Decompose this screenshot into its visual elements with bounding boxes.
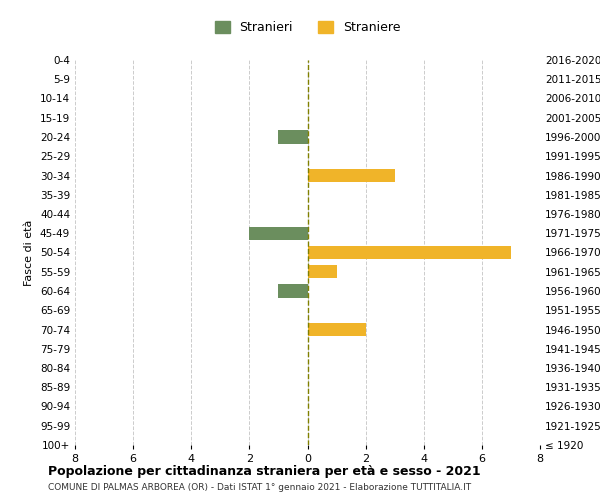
Bar (308, 169, 395, 182)
Bar (250, 226, 308, 240)
Text: COMUNE DI PALMAS ARBOREA (OR) - Dati ISTAT 1° gennaio 2021 - Elaborazione TUTTIT: COMUNE DI PALMAS ARBOREA (OR) - Dati IST… (48, 482, 471, 492)
Bar (278, 284, 308, 298)
Legend: Stranieri, Straniere: Stranieri, Straniere (209, 16, 406, 39)
Bar (278, 130, 308, 143)
Text: Popolazione per cittadinanza straniera per età e sesso - 2021: Popolazione per cittadinanza straniera p… (48, 465, 481, 478)
Bar (308, 323, 365, 336)
Y-axis label: Fasce di età: Fasce di età (25, 220, 34, 286)
Bar (308, 265, 337, 278)
Bar (308, 246, 511, 259)
